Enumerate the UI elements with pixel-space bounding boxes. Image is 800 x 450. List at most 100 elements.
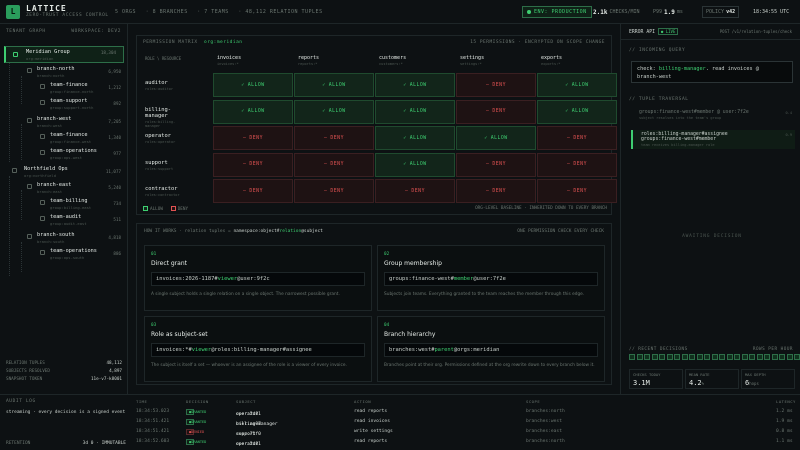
org-icon (12, 168, 17, 173)
log-column-header: ACTION (354, 399, 372, 404)
decision-square[interactable] (749, 354, 755, 360)
org-icon (13, 52, 18, 57)
permission-cell[interactable]: ✓ ALLOW (294, 99, 374, 124)
log-row[interactable]: 18:34:51.421 ● DENIED user:71f0 as support… (136, 427, 796, 437)
decision-square[interactable] (681, 354, 688, 360)
node-count: 511 (113, 217, 121, 222)
permission-cell[interactable]: — DENY (375, 179, 455, 203)
permission-cell[interactable]: ✓ ALLOW (294, 73, 374, 97)
log-row[interactable]: 18:34:53.023 ● GRANTED user:2d81 as operat… (136, 407, 796, 417)
decision-square[interactable] (779, 354, 785, 360)
decision-square[interactable] (704, 354, 710, 360)
checks-label: CHECKS/MIN (609, 9, 640, 15)
code-relation: viewer (217, 276, 238, 282)
permission-cell[interactable]: — DENY (537, 152, 617, 177)
decision-square[interactable] (756, 354, 763, 360)
role-name: contractor (145, 186, 178, 192)
column-header[interactable]: invoices invoices:* (217, 55, 241, 66)
row-header[interactable]: auditor roles:auditor (145, 80, 173, 91)
decision-square[interactable] (644, 354, 650, 360)
decision-square[interactable] (764, 354, 770, 360)
decision-square[interactable] (786, 354, 793, 360)
tree-node-org[interactable]: Northfield Ops org:northfield 11,077 (0, 166, 128, 180)
row-header[interactable]: contractor roles:contractor (145, 186, 180, 197)
decision-square[interactable] (651, 354, 658, 360)
decision-square[interactable] (726, 354, 733, 360)
policy-version[interactable]: POLICY v42 (702, 6, 740, 18)
tree-node-team[interactable]: team-audit group:audit-east 511 (0, 214, 128, 228)
permission-cell[interactable]: ✓ ALLOW (456, 126, 536, 150)
permission-cell[interactable]: — DENY (537, 179, 617, 203)
row-header[interactable]: support roles:support (145, 160, 173, 171)
dash-icon: — (567, 135, 571, 141)
permission-cell[interactable]: — DENY (537, 126, 617, 150)
permission-cell[interactable]: — DENY (213, 152, 293, 177)
branch-icon (27, 234, 32, 239)
permission-cell[interactable]: — DENY (294, 179, 374, 203)
log-row[interactable]: 18:34:51.421 ● GRANTED user:aa07 as billin… (136, 417, 796, 427)
column-header[interactable]: customers customers:* (379, 55, 406, 66)
permission-cell[interactable]: — DENY (456, 179, 536, 203)
tree-node-team[interactable]: team-support group:support-north 892 (0, 98, 128, 112)
env-badge[interactable]: ENV: PRODUCTION (522, 6, 592, 18)
decision-square[interactable] (734, 354, 740, 360)
column-header[interactable]: exports exports:* (541, 55, 562, 66)
tree-node-team[interactable]: team-finance group:finance-west 1,340 (0, 132, 128, 146)
decision-square[interactable] (719, 354, 725, 360)
permission-cell[interactable]: ✓ ALLOW (375, 126, 455, 150)
decision-square[interactable] (696, 354, 703, 360)
column-id: invoices:* (217, 62, 239, 66)
decision-square[interactable] (794, 354, 800, 360)
decision-square[interactable] (689, 354, 695, 360)
decision-square[interactable] (711, 354, 718, 360)
permission-cell[interactable]: ✓ ALLOW (537, 99, 617, 124)
permission-cell[interactable]: — DENY (456, 152, 536, 177)
team-icon (40, 200, 45, 205)
permission-cell[interactable]: — DENY (213, 179, 293, 203)
permission-cell[interactable]: — DENY (456, 73, 536, 97)
tree-node-branch[interactable]: branch-north branch:north 6,950 (0, 66, 128, 80)
permission-cell[interactable]: — DENY (294, 126, 374, 150)
decision-square[interactable] (741, 354, 748, 360)
card-code: groups:finance-west#member@user:7f2e (384, 272, 598, 286)
decision-square[interactable] (666, 354, 673, 360)
code-subject: @user:9f2c (237, 276, 270, 282)
permission-cell[interactable]: ✓ ALLOW (537, 73, 617, 97)
audit-bar: AUDIT LOG streaming · every decision is … (0, 394, 800, 450)
team-icon (40, 250, 45, 255)
incoming-query[interactable]: check: billing-manager. read invoices @ b… (631, 61, 793, 83)
log-action: write settings (354, 429, 393, 434)
tree-node-team[interactable]: team-operations group:ops-west 977 (0, 148, 128, 162)
permission-cell[interactable]: — DENY (294, 152, 374, 177)
row-header[interactable]: billing-manager roles:billing-manager (145, 107, 175, 128)
column-header[interactable]: settings settings:* (460, 55, 484, 66)
kpi-checks-today: CHECKS TODAY 3.1M (629, 369, 683, 389)
decision-square[interactable] (771, 354, 778, 360)
tree-node-branch[interactable]: branch-west branch:west 7,205 (0, 116, 128, 130)
step-tuple: roles:billing-manager#assignee (641, 132, 728, 137)
tree-node-team[interactable]: team-billing group:billing-east 734 (0, 198, 128, 212)
permission-cell[interactable]: ✓ ALLOW (213, 73, 293, 97)
decision-square[interactable] (629, 354, 635, 360)
code-relation: member (453, 276, 474, 282)
tree-node-branch[interactable]: branch-south branch:south 4,818 (0, 232, 128, 246)
matrix-scope[interactable]: org:meridian (203, 39, 243, 45)
card-code: invoices:2026-1187#viewer@user:9f2c (151, 272, 365, 286)
permission-cell[interactable]: ✓ ALLOW (375, 99, 455, 124)
decision-square[interactable] (636, 354, 643, 360)
permission-cell[interactable]: ✓ ALLOW (213, 99, 293, 124)
column-header[interactable]: reports reports:* (298, 55, 319, 66)
tree-node-org[interactable]: Meridian Group org:meridian 18,304 (4, 46, 124, 63)
tree-node-team[interactable]: team-finance group:finance-north 1,212 (0, 82, 128, 96)
tree-node-branch[interactable]: branch-east branch:east 5,240 (0, 182, 128, 196)
row-header[interactable]: operator roles:operator (145, 133, 175, 144)
decision-square[interactable] (674, 354, 680, 360)
permission-cell[interactable]: — DENY (213, 126, 293, 150)
permission-cell[interactable]: ✓ ALLOW (375, 73, 455, 97)
tree-node-team[interactable]: team-operations group:ops-south 886 (0, 248, 128, 262)
log-row[interactable]: 18:34:52.603 ● GRANTED user:2d81 as operat… (136, 437, 796, 447)
kpi-value: 3.1M (633, 379, 650, 387)
permission-cell[interactable]: — DENY (456, 99, 536, 124)
permission-cell[interactable]: ✓ ALLOW (375, 152, 455, 177)
decision-square[interactable] (659, 354, 665, 360)
